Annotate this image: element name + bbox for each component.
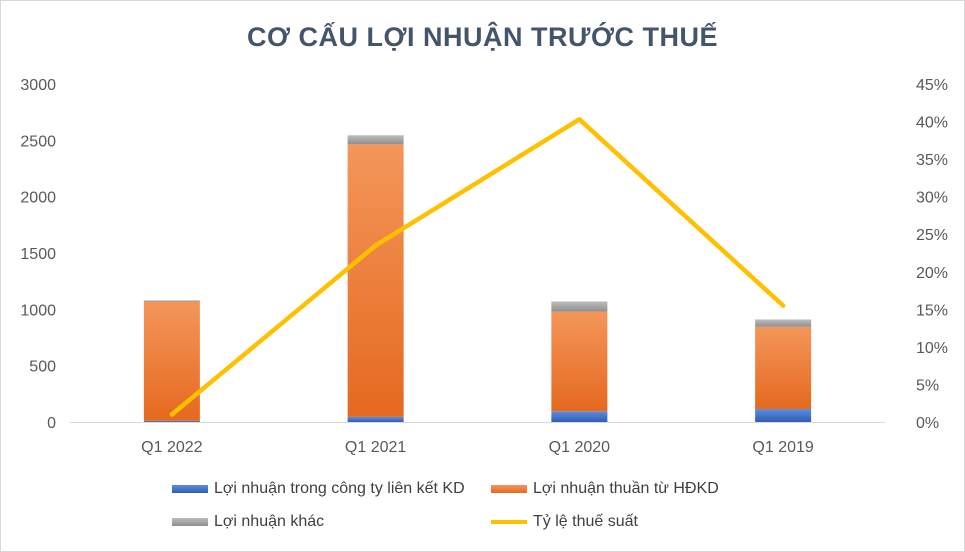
bar-operating-profit <box>143 301 200 421</box>
bar-operating-profit <box>347 144 404 417</box>
bar-associates <box>143 420 200 422</box>
line-group <box>169 117 786 417</box>
x-tick-label: Q1 2020 <box>549 439 610 456</box>
bar-other-profit <box>347 135 404 145</box>
bar-operating-profit <box>755 326 812 410</box>
y-left-tick-label: 3000 <box>20 77 56 94</box>
y-right-tick-label: 15% <box>916 302 948 319</box>
bar-other-profit <box>143 300 200 302</box>
x-tick-label: Q1 2019 <box>752 439 813 456</box>
y-right-tick-label: 0% <box>916 415 939 432</box>
y-right-tick-label: 35% <box>916 152 948 169</box>
bar-other-profit <box>551 301 608 312</box>
bar-operating-profit <box>551 311 608 412</box>
tax-rate-line <box>169 117 786 417</box>
y-left-tick-label: 500 <box>29 359 56 376</box>
y-right-tick-label: 45% <box>916 77 948 94</box>
x-tick-label: Q1 2022 <box>141 439 202 456</box>
bar-other-profit <box>755 319 812 327</box>
bar-associates <box>347 416 404 422</box>
y-left-tick-label: 1500 <box>20 246 56 263</box>
y-left-tick-label: 2500 <box>20 133 56 150</box>
axes-group: 0 500 1000 1500 2000 2500 3000 0% 5% 10% 15% 20% 25%… <box>20 77 948 456</box>
y-right-tick-label: 25% <box>916 227 948 244</box>
bar-associates <box>551 411 608 422</box>
y-right-tick-label: 40% <box>916 115 948 132</box>
y-left-tick-label: 1000 <box>20 302 56 319</box>
chart-title: CƠ CẤU LỢI NHUẬN TRƯỚC THUẾ <box>247 22 718 52</box>
y-right-tick-label: 30% <box>916 190 948 207</box>
x-tick-label: Q1 2021 <box>345 439 406 456</box>
y-right-tick-label: 5% <box>916 377 939 394</box>
bar-associates <box>755 409 812 422</box>
y-right-tick-label: 20% <box>916 265 948 282</box>
bars-group <box>143 135 812 422</box>
y-left-tick-label: 0 <box>47 415 56 432</box>
y-left-tick-label: 2000 <box>20 190 56 207</box>
y-right-tick-label: 10% <box>916 340 948 357</box>
